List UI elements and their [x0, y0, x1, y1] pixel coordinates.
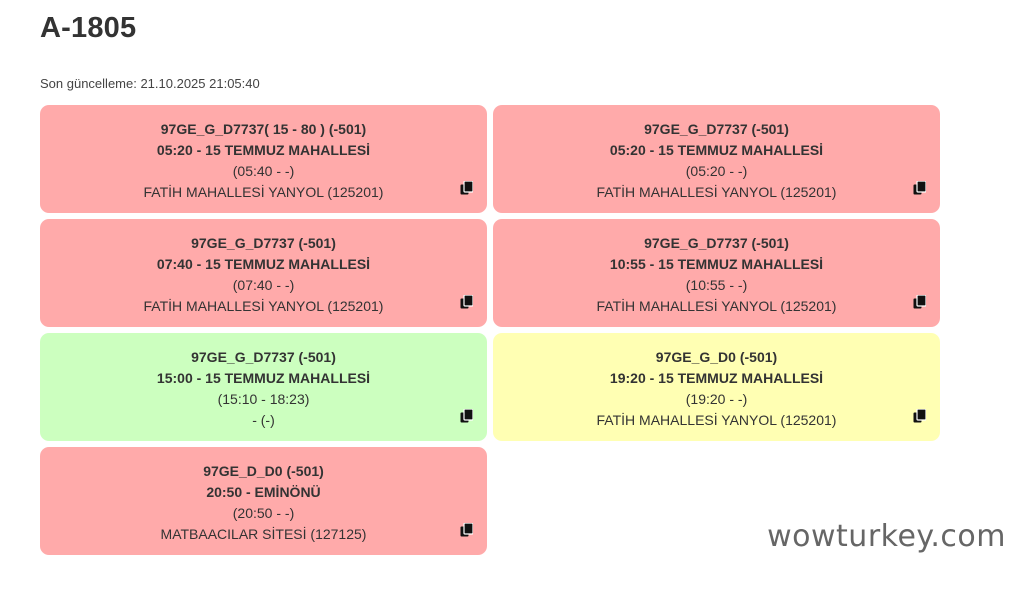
copy-icon[interactable] [460, 409, 473, 423]
last-update-text: Son güncelleme: 21.10.2025 21:05:40 [40, 76, 260, 91]
trip-times: (07:40 - -) [232, 277, 295, 293]
trip-stop: MATBAACILAR SİTESİ (127125) [160, 526, 367, 542]
trip-card: 97GE_G_D7737 (-501) 05:20 - 15 TEMMUZ MA… [493, 105, 940, 213]
trip-route: 97GE_G_D0 (-501) [655, 349, 778, 365]
trip-departure: 07:40 - 15 TEMMUZ MAHALLESİ [156, 256, 371, 272]
watermark: wowturkey.com [767, 519, 1006, 554]
trip-times: (05:40 - -) [232, 163, 295, 179]
trip-departure: 20:50 - EMİNÖNÜ [206, 484, 321, 500]
page-title: A-1805 [40, 12, 137, 44]
trip-stop: FATİH MAHALLESİ YANYOL (125201) [596, 184, 837, 200]
trip-stop: FATİH MAHALLESİ YANYOL (125201) [143, 184, 384, 200]
trip-route: 97GE_G_D7737( 15 - 80 ) (-501) [160, 121, 367, 137]
trip-stop: - (-) [252, 412, 275, 428]
trip-departure: 19:20 - 15 TEMMUZ MAHALLESİ [609, 370, 824, 386]
trip-departure: 05:20 - 15 TEMMUZ MAHALLESİ [609, 142, 824, 158]
copy-icon[interactable] [913, 295, 926, 309]
trip-card: 97GE_G_D7737 (-501) 10:55 - 15 TEMMUZ MA… [493, 219, 940, 327]
trip-stop: FATİH MAHALLESİ YANYOL (125201) [143, 298, 384, 314]
copy-icon[interactable] [913, 409, 926, 423]
trip-route: 97GE_G_D7737 (-501) [644, 121, 789, 137]
trip-times: (15:10 - 18:23) [217, 391, 310, 407]
copy-icon[interactable] [460, 181, 473, 195]
trip-card: 97GE_G_D7737 (-501) 07:40 - 15 TEMMUZ MA… [40, 219, 487, 327]
trip-stop: FATİH MAHALLESİ YANYOL (125201) [596, 412, 837, 428]
copy-icon[interactable] [913, 181, 926, 195]
trip-route: 97GE_G_D7737 (-501) [644, 235, 789, 251]
trip-route: 97GE_G_D7737 (-501) [191, 235, 336, 251]
trip-card: 97GE_D_D0 (-501) 20:50 - EMİNÖNÜ (20:50 … [40, 447, 487, 555]
trip-card: 97GE_G_D0 (-501) 19:20 - 15 TEMMUZ MAHAL… [493, 333, 940, 441]
trip-card-grid: 97GE_G_D7737( 15 - 80 ) (-501) 05:20 - 1… [40, 105, 940, 555]
trip-times: (20:50 - -) [232, 505, 295, 521]
trip-route: 97GE_G_D7737 (-501) [191, 349, 336, 365]
trip-departure: 10:55 - 15 TEMMUZ MAHALLESİ [609, 256, 824, 272]
copy-icon[interactable] [460, 523, 473, 537]
trip-stop: FATİH MAHALLESİ YANYOL (125201) [596, 298, 837, 314]
trip-times: (19:20 - -) [685, 391, 748, 407]
copy-icon[interactable] [460, 295, 473, 309]
trip-times: (10:55 - -) [685, 277, 748, 293]
trip-departure: 15:00 - 15 TEMMUZ MAHALLESİ [156, 370, 371, 386]
trip-departure: 05:20 - 15 TEMMUZ MAHALLESİ [156, 142, 371, 158]
trip-card: 97GE_G_D7737( 15 - 80 ) (-501) 05:20 - 1… [40, 105, 487, 213]
trip-card: 97GE_G_D7737 (-501) 15:00 - 15 TEMMUZ MA… [40, 333, 487, 441]
trip-times: (05:20 - -) [685, 163, 748, 179]
trip-route: 97GE_D_D0 (-501) [203, 463, 324, 479]
